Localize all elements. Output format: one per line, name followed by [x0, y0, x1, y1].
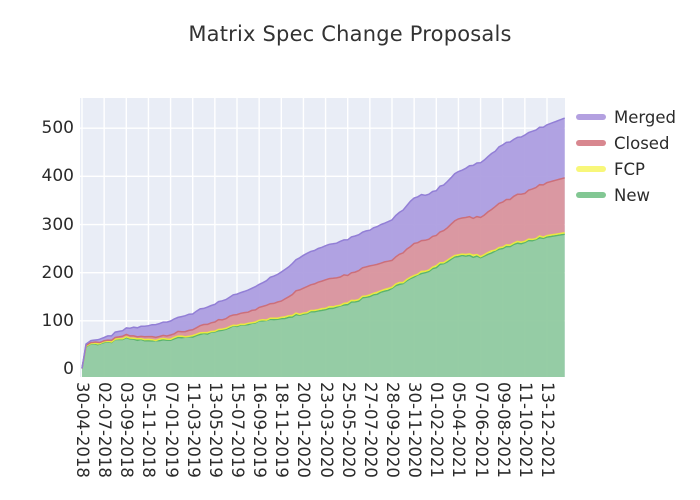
y-axis-tick-label: 400: [41, 166, 74, 187]
x-axis-tick-label: 23-03-2020: [316, 382, 336, 478]
line-merged: [81, 117, 565, 369]
x-axis-tick-label: 07-06-2021: [471, 382, 491, 478]
legend-label: Merged: [614, 107, 676, 127]
x-axis-tick-label: 18-11-2019: [272, 382, 292, 478]
legend-swatch-fcp: [576, 166, 606, 172]
legend-swatch-merged: [576, 114, 606, 120]
x-axis-tick-label: 09-08-2021: [493, 382, 513, 478]
x-axis-tick-label: 13-12-2021: [538, 382, 557, 478]
x-axis-tick-label: 15-07-2019: [228, 382, 247, 478]
x-axis-tick-label: 28-09-2020: [383, 382, 402, 478]
y-axis-tick-label: 200: [41, 262, 74, 283]
x-axis-tick-label: 30-11-2020: [405, 382, 425, 478]
chart-title: Matrix Spec Change Proposals: [188, 22, 512, 46]
x-axis-tick-label: 05-11-2018: [139, 382, 159, 478]
line-new: [81, 233, 565, 369]
x-axis-tick-label: 20-01-2020: [294, 382, 314, 478]
y-axis-tick-label: 100: [41, 310, 74, 331]
legend-item-merged: Merged: [576, 104, 676, 130]
x-axis-tick-label: 11-03-2019: [183, 382, 203, 478]
x-axis-tick-label: 05-04-2021: [449, 382, 469, 478]
x-axis-tick-label: 30-04-2018: [73, 382, 92, 478]
y-axis-tick-label: 0: [63, 359, 74, 379]
x-axis-tick-label: 02-07-2018: [95, 382, 115, 478]
x-axis-tick-label: 07-01-2019: [161, 382, 181, 478]
area-closed: [82, 177, 565, 369]
x-axis-tick-label: 27-07-2020: [360, 382, 380, 478]
legend-label: New: [614, 185, 650, 205]
legend-item-fcp: FCP: [576, 156, 676, 182]
x-axis-tick-label: 25-05-2020: [338, 382, 358, 478]
line-closed: [81, 177, 565, 369]
y-axis-tick-label: 300: [41, 214, 74, 235]
legend: Merged Closed FCP New: [576, 104, 676, 208]
legend-label: Closed: [614, 133, 670, 153]
legend-item-new: New: [576, 182, 676, 208]
area-new: [82, 234, 565, 377]
x-axis-tick-label: 03-09-2018: [117, 382, 137, 478]
legend-swatch-closed: [576, 140, 606, 146]
legend-item-closed: Closed: [576, 130, 676, 156]
legend-swatch-new: [576, 192, 606, 198]
y-axis-tick-label: 500: [41, 118, 74, 139]
line-fcp: [81, 231, 565, 369]
x-axis-tick-label: 13-05-2019: [205, 382, 225, 478]
legend-label: FCP: [614, 159, 645, 179]
x-axis-tick-label: 01-02-2021: [427, 382, 447, 478]
x-axis-tick-label: 11-10-2021: [515, 382, 535, 478]
x-axis-tick-label: 16-09-2019: [250, 382, 270, 478]
area-merged: [82, 118, 565, 369]
